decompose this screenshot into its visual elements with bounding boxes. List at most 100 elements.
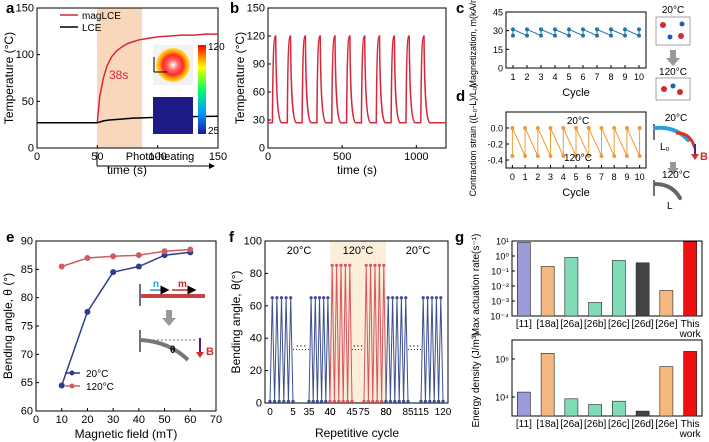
bar-26e (659, 290, 674, 317)
xlabel-c: Cycle (562, 87, 590, 99)
data-point (275, 296, 279, 300)
bar-26b (588, 302, 602, 317)
xlabel-e: Magnetic field (mT) (75, 427, 178, 441)
inset-e-B: B (206, 346, 214, 358)
ylabel-b: Temperature (°C) (233, 32, 247, 124)
actuator-bent (140, 338, 190, 362)
particle (679, 21, 685, 27)
data-point (393, 399, 397, 403)
bar-26a (564, 398, 579, 417)
y-tick-label: 30 (493, 26, 503, 36)
data-point (388, 399, 392, 403)
ylabel-g-bottom: Energy density (J/m³) (471, 332, 482, 427)
x-tick-label: 500 (333, 151, 351, 163)
y-tick-label: 15 (493, 45, 503, 55)
data-point (58, 382, 65, 389)
data-point-high (525, 27, 529, 32)
bar-26c (611, 260, 626, 317)
plot-frame-f (264, 240, 449, 404)
angle-points (58, 246, 194, 389)
inset-theta: θ (170, 345, 175, 356)
data-point-low (586, 154, 591, 158)
x-tick-label: 60 (184, 414, 196, 426)
y-tick-label: 10⁻² (491, 282, 509, 292)
data-point (326, 296, 330, 300)
y-tick-label: 70 (21, 349, 33, 361)
temperature-cycles-line (268, 35, 446, 124)
legend-label-maglce: magLCE (82, 11, 121, 22)
data-point (322, 296, 326, 300)
xlabel-f: Repetitive cycle (315, 426, 399, 440)
y-tick-label: 10⁻³ (491, 297, 509, 307)
region-label-20c-right: 20°C (406, 245, 431, 257)
legend-label-120c: 120°C (86, 382, 114, 393)
down-arrow-icon (162, 310, 176, 326)
y-tick-label: 150 (247, 3, 265, 15)
bar-Thiswork (683, 351, 697, 417)
y-tick-label: 75 (21, 321, 33, 333)
y-tick-label: 80 (250, 268, 262, 280)
data-point (289, 296, 293, 300)
data-point (110, 269, 117, 276)
x-tick-label: 0 (267, 407, 273, 418)
x-tick-label: [26d] (632, 319, 654, 330)
x-tick-label: [11] (516, 419, 532, 430)
data-point (315, 399, 319, 403)
inset-d-B: B (700, 151, 708, 163)
data-point (343, 263, 347, 267)
x-tick-label: 2 (524, 72, 529, 82)
cycle-line (363, 265, 387, 402)
data-point (135, 263, 142, 270)
particle (660, 22, 666, 28)
data-point (161, 248, 168, 255)
x-tick-label: [26b] (584, 319, 606, 330)
actuator-hot (653, 182, 682, 200)
x-tick-label: 6 (586, 172, 591, 182)
inset-c-label-hot: 120°C (659, 67, 687, 78)
x-tick-label: 5 (573, 172, 578, 182)
particle (661, 86, 667, 92)
x-tick-label: 120 (435, 407, 452, 418)
data-point (110, 253, 117, 260)
thermal-image-cold (153, 97, 193, 134)
x-tick-label: 20 (81, 414, 93, 426)
data-point (282, 399, 286, 403)
magnetization-line (512, 28, 640, 37)
x-tick-label: 9 (624, 172, 629, 182)
ylabel-c: Magnetization, m(kA/m) (468, 0, 478, 88)
data-point (324, 399, 328, 403)
bar-18a (540, 352, 555, 417)
xlabel-a: time (s) (107, 163, 147, 177)
colorbar (198, 45, 206, 134)
bar-26a (564, 257, 579, 317)
data-point (350, 399, 354, 403)
data-point (332, 399, 336, 403)
x-tick-label: This (681, 419, 700, 430)
data-point (397, 399, 401, 403)
y-tick-label: 65 (21, 377, 33, 389)
data-point (273, 399, 277, 403)
y-tick-label: 20 (250, 365, 262, 377)
data-point (371, 399, 375, 403)
y-tick-label: 120 (247, 31, 265, 43)
cycle-segment (328, 263, 354, 403)
panel-b: b 0 500 1000 0 30 60 90 120 150 time (s) Tempera… (230, 0, 447, 177)
x-tick-label: [26c] (608, 319, 630, 330)
cycle-segment (419, 296, 445, 403)
strain-line (511, 127, 641, 157)
data-point (426, 296, 430, 300)
colorbar-max: 120 (208, 42, 225, 53)
inset-c-box-cold (655, 16, 691, 46)
data-point-high (539, 27, 543, 32)
cycle-line (308, 297, 331, 402)
ylabel-a: Temperature (°C) (2, 32, 16, 124)
legend-marker-120c (69, 383, 75, 389)
x-tick-label: 70 (210, 414, 222, 426)
inset-d-label-hot: 120°C (662, 170, 690, 181)
data-point-high (567, 27, 571, 32)
x-tick-label: 45 (346, 407, 358, 418)
x-tick-label: [26d] (632, 419, 654, 430)
ylabel-f: Bending angle, θ(°) (229, 271, 243, 374)
data-point (432, 399, 436, 403)
